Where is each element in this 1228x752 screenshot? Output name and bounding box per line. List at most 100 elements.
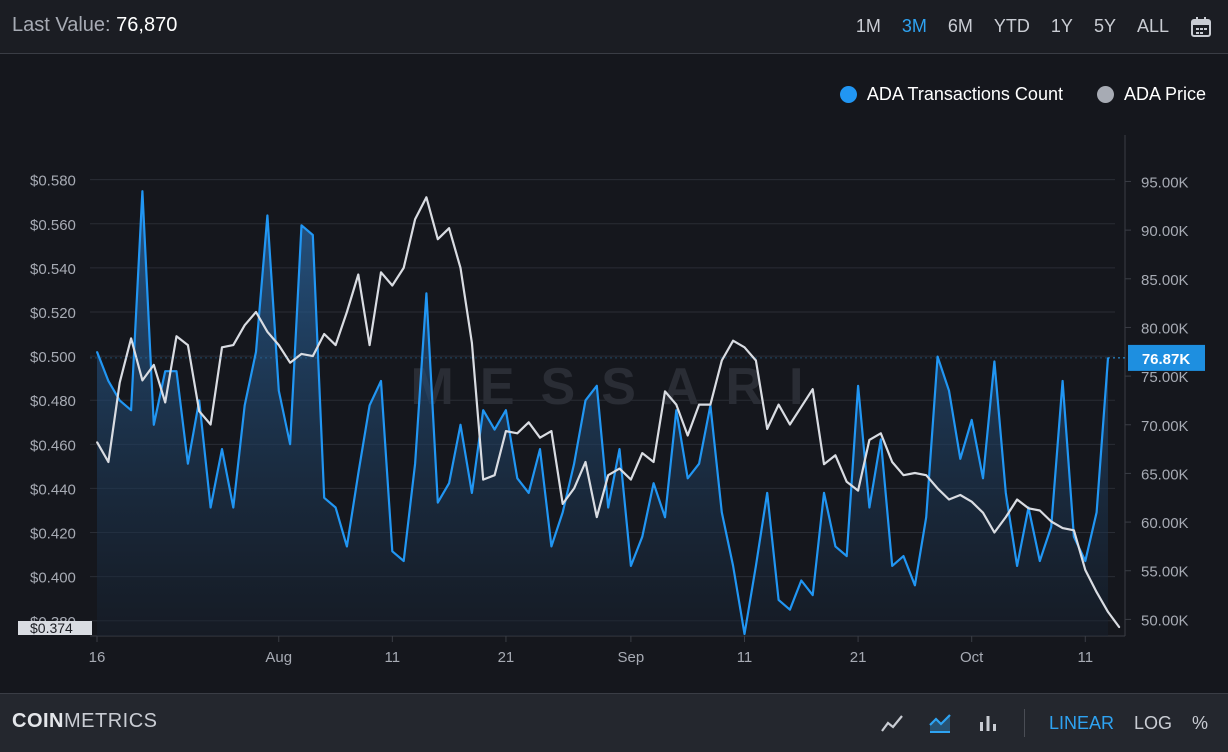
range-3m-button[interactable]: 3M — [901, 16, 927, 36]
transactions-point — [618, 448, 621, 450]
price-point — [596, 516, 598, 518]
transactions-point — [834, 545, 837, 548]
price-point — [232, 344, 235, 346]
transactions-point — [107, 380, 110, 382]
price-line — [96, 196, 1121, 629]
x-axis-tick-label: Oct — [960, 649, 984, 666]
transactions-point — [914, 584, 916, 587]
transactions-point — [539, 448, 541, 450]
x-axis-tick-label: Sep — [618, 649, 645, 666]
transactions-point — [436, 501, 439, 504]
price-point — [323, 333, 325, 335]
price-point — [300, 353, 303, 355]
transactions-point — [811, 594, 814, 596]
transactions-point — [789, 608, 791, 611]
price-point — [789, 423, 791, 426]
price-point — [698, 403, 700, 406]
chart-legend: ADA Transactions Count ADA Price — [806, 84, 1206, 105]
area-chart-icon[interactable] — [928, 711, 952, 735]
transactions-point — [289, 443, 291, 446]
legend-item-price[interactable]: ADA Price — [1096, 84, 1206, 105]
range-6m-button[interactable]: 6M — [947, 16, 973, 36]
price-point — [902, 474, 905, 476]
range-1y-button[interactable]: 1Y — [1050, 16, 1073, 36]
scale-percent-button[interactable]: % — [1191, 712, 1208, 733]
legend-item-transactions[interactable]: ADA Transactions Count — [839, 84, 1063, 105]
price-point — [1027, 507, 1030, 510]
price-point — [164, 401, 166, 404]
transactions-point — [1039, 560, 1041, 562]
price-point — [630, 478, 632, 481]
x-axis-tick-label: 21 — [850, 649, 867, 666]
transactions-point — [1016, 565, 1018, 567]
transactions-point — [652, 482, 655, 484]
transactions-point — [868, 506, 871, 509]
price-point — [243, 324, 246, 327]
transactions-point — [970, 419, 973, 421]
transactions-point — [391, 550, 394, 553]
price-point — [368, 344, 371, 346]
price-point — [414, 218, 416, 221]
transactions-point — [368, 404, 371, 407]
transactions-point — [800, 579, 803, 582]
transactions-point — [141, 190, 144, 192]
left-axis-tick-label: $0.560 — [30, 217, 76, 234]
min-value-badge — [18, 621, 92, 635]
transactions-area — [95, 190, 1110, 636]
bar-chart-icon[interactable] — [976, 711, 1000, 735]
range-5y-button[interactable]: 5Y — [1093, 16, 1116, 36]
transactions-point — [187, 462, 189, 465]
toolbar-separator — [1023, 709, 1025, 737]
price-point — [584, 461, 587, 463]
right-axis-tick-label: 70.00K — [1141, 418, 1189, 435]
price-point — [732, 339, 734, 342]
transactions-point — [573, 462, 575, 465]
transactions-point — [550, 545, 553, 548]
range-1m-button[interactable]: 1M — [855, 16, 881, 36]
transactions-series-line — [95, 190, 1110, 636]
price-point — [1061, 527, 1064, 529]
price-point — [346, 311, 348, 313]
line-chart-icon[interactable] — [880, 711, 904, 735]
legend-label-transactions: ADA Transactions Count — [866, 84, 1063, 104]
transactions-point — [698, 462, 700, 465]
transactions-point — [414, 462, 416, 465]
price-point — [550, 430, 553, 432]
coinmetrics-logo: COINMETRICS — [12, 710, 158, 733]
range-selector: 1M 3M 6M YTD 1Y 5Y ALL — [856, 0, 1228, 53]
transactions-point — [720, 511, 723, 514]
right-axis: 95.00K 90.00K 85.00K 80.00K 75.00K 70.00K 65.0… — [1125, 174, 1189, 629]
transactions-point — [255, 350, 257, 353]
price-point — [493, 474, 496, 476]
left-axis-tick-label: $0.420 — [30, 526, 76, 543]
left-axis-tick-label: $0.580 — [30, 173, 76, 190]
price-point — [482, 478, 485, 481]
range-all-button[interactable]: ALL — [1136, 16, 1169, 36]
price-point — [891, 461, 893, 463]
price-point — [982, 511, 984, 514]
transactions-point — [402, 560, 405, 562]
price-point — [152, 364, 155, 366]
range-ytd-button[interactable]: YTD — [993, 16, 1030, 36]
chart-svg[interactable]: MESSARI $0.580$0.560$0.540$0.520$0.500$0… — [0, 54, 1228, 693]
transactions-point — [766, 492, 769, 494]
price-point — [1050, 520, 1053, 523]
right-axis-tick-label: 80.00K — [1141, 320, 1189, 337]
price-point — [539, 436, 541, 439]
transactions-point — [346, 545, 348, 548]
price-point — [641, 452, 644, 454]
price-point — [880, 432, 882, 435]
scale-log-button[interactable]: LOG — [1133, 712, 1172, 733]
transactions-point — [596, 385, 598, 387]
scale-linear-button[interactable]: LINEAR — [1048, 712, 1114, 733]
transactions-point — [493, 428, 496, 431]
x-axis: 16 Aug 11 21 Sep 11 21 Oct 11 — [89, 636, 1093, 666]
transactions-point — [993, 360, 996, 363]
left-axis: $0.580 $0.560 $0.540 $0.520 $0.500 $0.480 $0.4… — [30, 173, 76, 631]
price-point — [209, 423, 212, 426]
transactions-point — [777, 599, 780, 601]
price-point — [277, 344, 280, 346]
calendar-icon[interactable] — [1190, 16, 1212, 38]
price-point — [96, 441, 98, 443]
left-axis-tick-label: $0.400 — [30, 570, 76, 587]
